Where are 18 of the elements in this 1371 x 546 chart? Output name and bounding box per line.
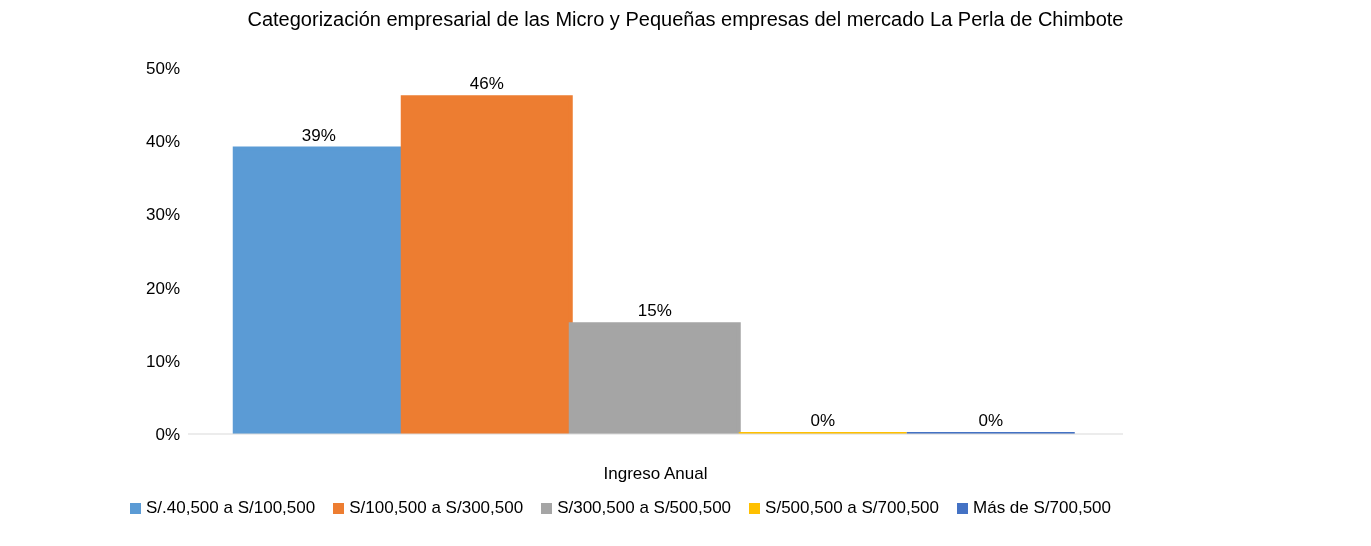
legend-label: S/100,500 a S/300,500	[349, 498, 524, 518]
data-label: 39%	[301, 125, 336, 145]
legend-label: S/500,500 a S/700,500	[765, 498, 940, 518]
y-tick-label: 10%	[145, 351, 180, 371]
y-tick-label: 50%	[145, 59, 180, 79]
data-label: 15%	[637, 301, 672, 321]
y-tick-label: 0%	[155, 425, 180, 445]
chart-title: Categorización empresarial de las Micro y Pequeñas empresas del mercado La Perla de Chimbote	[246, 8, 1125, 32]
data-label: 0%	[810, 411, 836, 430]
legend-label: Más de S/700,500	[973, 498, 1111, 518]
legend-label: S/.40,500 a S/100,500	[146, 498, 316, 518]
legend-label: S/300,500 a S/500,500	[557, 498, 732, 518]
y-tick-label: 40%	[145, 132, 180, 152]
data-label: 46%	[469, 74, 504, 94]
y-tick-label: 30%	[145, 205, 180, 225]
data-label: 0%	[978, 411, 1004, 430]
x-axis-title: Ingreso Anual	[603, 464, 708, 483]
y-tick-label: 20%	[145, 278, 180, 298]
